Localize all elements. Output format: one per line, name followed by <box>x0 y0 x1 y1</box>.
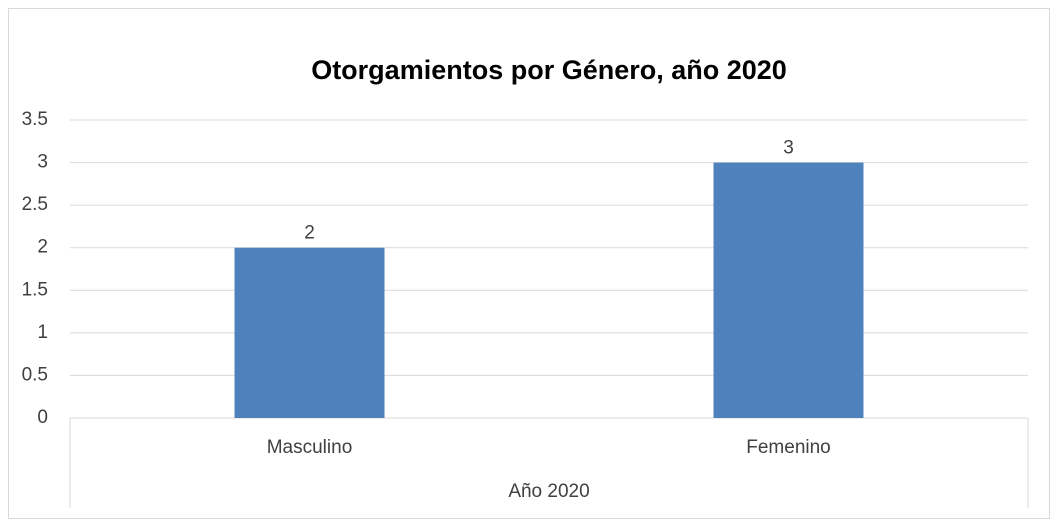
x-tick-label: Femenino <box>746 437 831 458</box>
data-label: 3 <box>783 138 794 159</box>
y-tick-label: 3 <box>37 152 48 173</box>
y-tick-label: 1.5 <box>22 279 48 300</box>
y-tick-label: 1 <box>37 322 48 343</box>
x-axis-label: Año 2020 <box>508 481 589 502</box>
y-tick-label: 0.5 <box>22 364 48 385</box>
x-tick-label: Masculino <box>267 437 353 458</box>
y-tick-label: 0 <box>37 407 48 428</box>
y-tick-label: 2 <box>37 237 48 258</box>
y-tick-label: 2.5 <box>22 194 48 215</box>
data-label: 2 <box>304 223 315 244</box>
bar <box>713 162 864 418</box>
bar <box>234 247 385 418</box>
y-tick-label: 3.5 <box>22 109 48 130</box>
chart-title: Otorgamientos por Género, año 2020 <box>311 55 787 85</box>
chart-border <box>8 8 1050 519</box>
